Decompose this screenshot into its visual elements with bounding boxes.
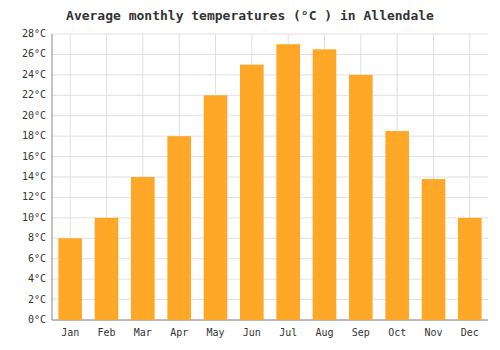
y-tick-label: 14°C [22,171,46,182]
bar [313,49,337,320]
bars [58,44,481,320]
bar [240,65,264,320]
y-grid-line [52,54,488,55]
y-grid-line [52,115,488,116]
bar [385,131,409,320]
x-tick-label: Jan [61,327,79,338]
title: Average monthly temperatures (°C ) in Al… [66,8,434,23]
x-tick-label: Mar [134,327,152,338]
y-tick-label: 2°C [28,294,46,305]
bar [95,218,119,320]
x-tick-label: Apr [170,327,188,338]
y-tick-label: 24°C [22,69,46,80]
y-tick-label: 6°C [28,253,46,264]
x-tick-label: Sep [352,327,370,338]
x-tick-label: Jul [279,327,297,338]
y-tick-label: 22°C [22,89,46,100]
y-tick-label: 10°C [22,212,46,223]
bar [276,44,300,320]
y-tick-label: 0°C [28,314,46,325]
axes: 0°C 2°C 4°C 6°C 8°C 10°C 12°C 14°C 16°C 18°C 20°C 2… [22,28,488,338]
y-tick-label: 16°C [22,151,46,162]
x-tick-label: May [206,327,224,338]
y-grid-line [52,34,488,35]
bar [458,218,482,320]
y-tick-label: 8°C [28,232,46,243]
x-tick-label: Aug [315,327,333,338]
y-tick-label: 20°C [22,110,46,121]
bar [204,95,228,320]
grid [52,34,488,320]
y-grid-line [52,74,488,75]
chart-container: Average monthly temperatures (°C ) in Al… [0,0,500,350]
y-tick-label: 26°C [22,48,46,59]
y-tick-label: 12°C [22,191,46,202]
y-tick-label: 4°C [28,273,46,284]
y-grid-line [52,177,488,178]
bar [349,75,373,320]
bar [422,179,446,320]
x-tick-label: Feb [97,327,115,338]
bar [167,136,191,320]
y-grid-line [52,136,488,137]
y-tick-label: 28°C [22,28,46,39]
y-axis-line [52,34,53,320]
x-tick-label: Oct [388,327,406,338]
x-tick-label: Jun [243,327,261,338]
bar [131,177,155,320]
chart: Average monthly temperatures (°C ) in Al… [0,0,500,350]
bar [58,238,82,320]
y-grid-line [52,95,488,96]
x-tick-label: Dec [461,327,479,338]
x-tick-label: Nov [424,327,442,338]
y-grid-line [52,156,488,157]
y-tick-label: 18°C [22,130,46,141]
